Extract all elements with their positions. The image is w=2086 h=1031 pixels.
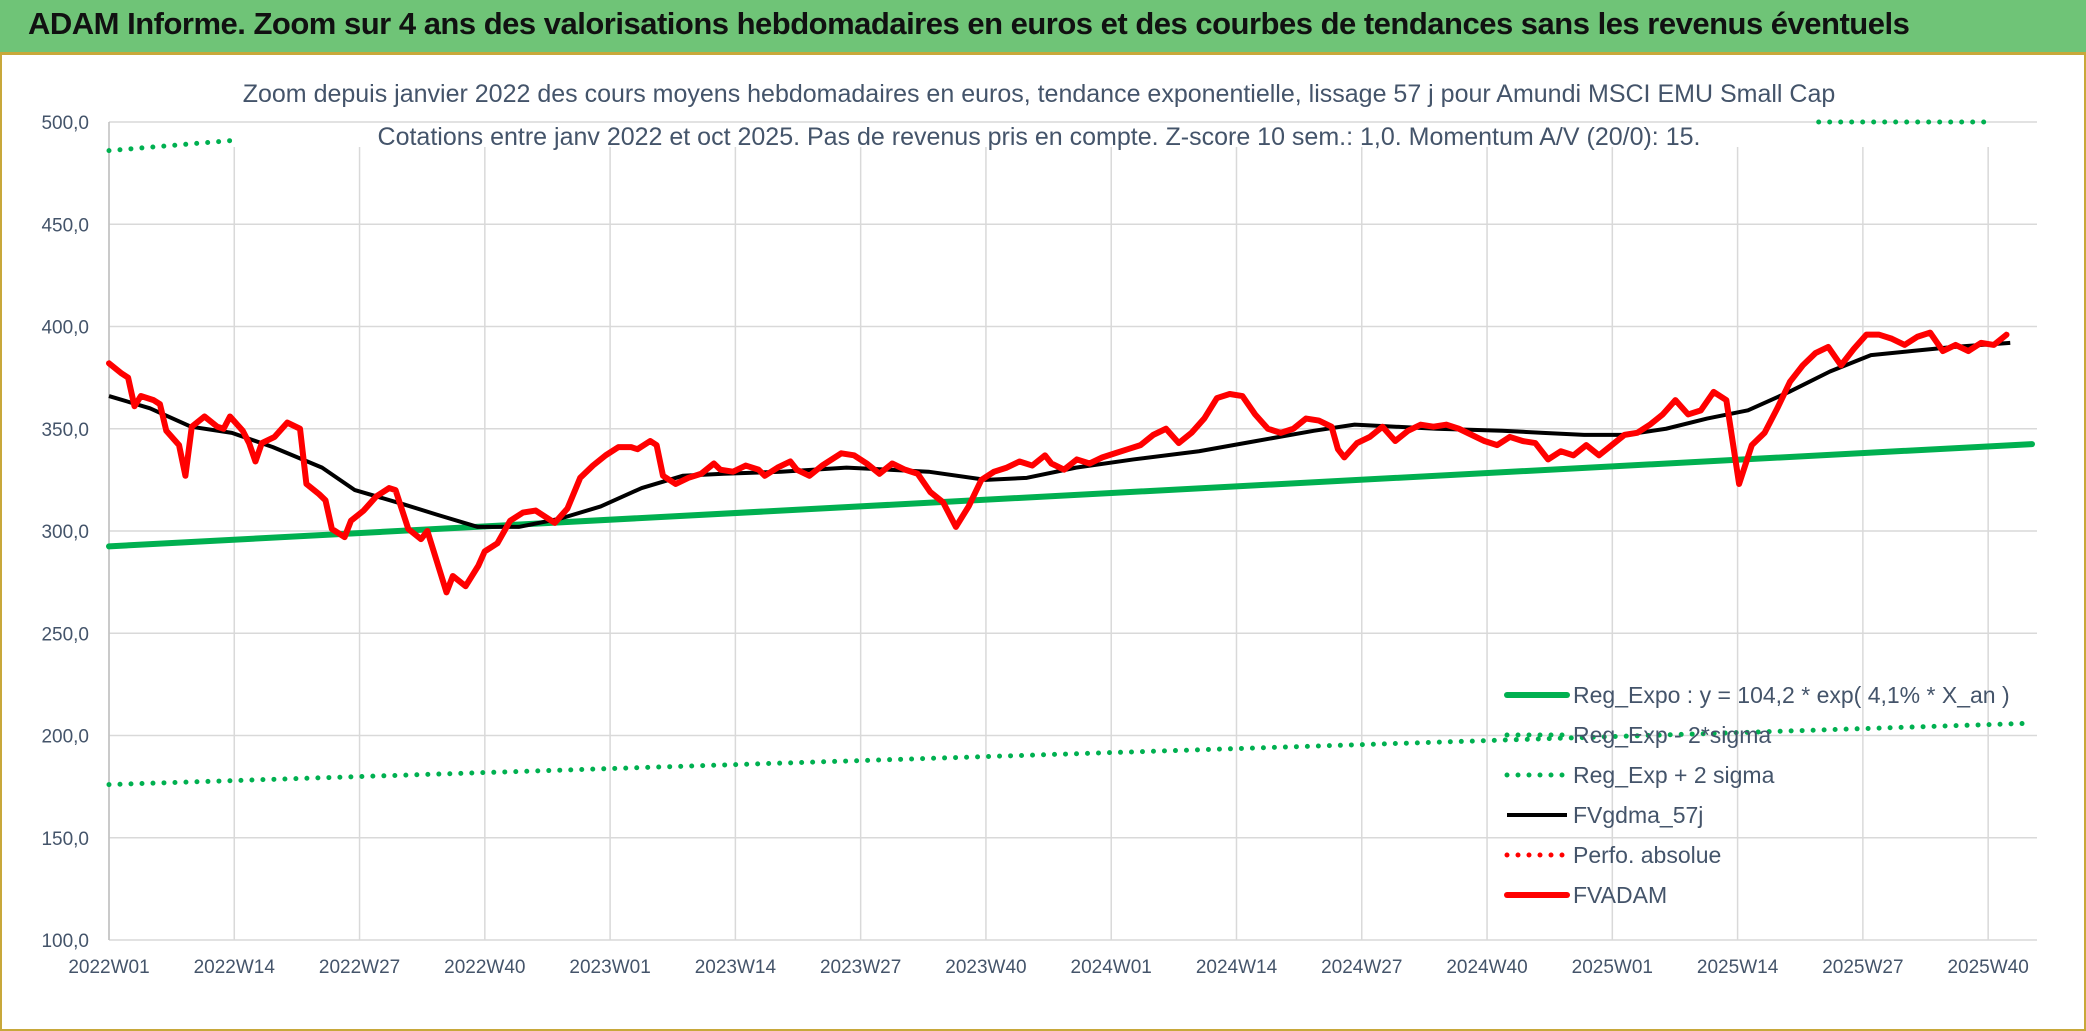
x-tick-label: 2025W01 [1572,957,1653,978]
x-tick-label: 2024W14 [1196,957,1278,978]
legend-label: FVgdma_57j [1573,802,1703,828]
x-tick-label: 2022W40 [444,957,525,978]
x-tick-label: 2023W01 [569,957,650,978]
y-tick-label: 450,0 [41,215,89,236]
x-tick-label: 2022W01 [68,957,149,978]
y-tick-label: 300,0 [41,522,89,543]
legend-label: FVADAM [1573,882,1667,908]
x-tick-label: 2022W14 [194,957,276,978]
legend: Reg_Expo : y = 104,2 * exp( 4,1% * X_an … [1504,682,2010,908]
chart-frame: Zoom depuis janvier 2022 des cours moyen… [0,55,2086,1031]
series-reg-exp-plus-2sigma-line [106,137,236,154]
legend-label: Reg_Exp - 2*sigma [1573,722,1771,748]
y-tick-label: 350,0 [41,420,89,441]
chart-subtitle: Cotations entre janv 2022 et oct 2025. P… [378,123,1701,151]
legend-label: Reg_Exp + 2 sigma [1573,762,1775,788]
x-tick-label: 2023W40 [945,957,1026,978]
chart-svg: Zoom depuis janvier 2022 des cours moyen… [41,80,2037,978]
series-reg-exp-2-sigma-line [106,720,2035,788]
x-tick-label: 2023W27 [820,957,901,978]
header-bar: ADAM Informe. Zoom sur 4 ans des valoris… [0,0,2086,55]
chart-title: Zoom depuis janvier 2022 des cours moyen… [243,80,1836,108]
y-tick-label: 200,0 [41,727,89,748]
x-tick-label: 2025W14 [1697,957,1779,978]
series-fvadam-line [106,329,2010,596]
legend-label: Reg_Expo : y = 104,2 * exp( 4,1% * X_an … [1573,682,2010,708]
y-tick-label: 500,0 [41,113,89,134]
x-tick-label: 2025W27 [1822,957,1903,978]
x-tick-label: 2024W27 [1321,957,1402,978]
y-tick-label: 400,0 [41,318,89,339]
y-tick-label: 150,0 [41,829,89,850]
page-title: ADAM Informe. Zoom sur 4 ans des valoris… [28,6,1910,41]
x-tick-label: 2022W27 [319,957,400,978]
series-fvgdma-57j-line [108,340,2011,529]
x-tick-label: 2025W40 [1947,957,2028,978]
x-tick-label: 2024W40 [1446,957,1527,978]
x-tick-label: 2024W01 [1071,957,1152,978]
y-tick-label: 250,0 [41,624,89,645]
y-tick-label: 100,0 [41,931,89,952]
x-tick-label: 2023W14 [695,957,777,978]
legend-label: Perfo. absolue [1573,842,1721,868]
